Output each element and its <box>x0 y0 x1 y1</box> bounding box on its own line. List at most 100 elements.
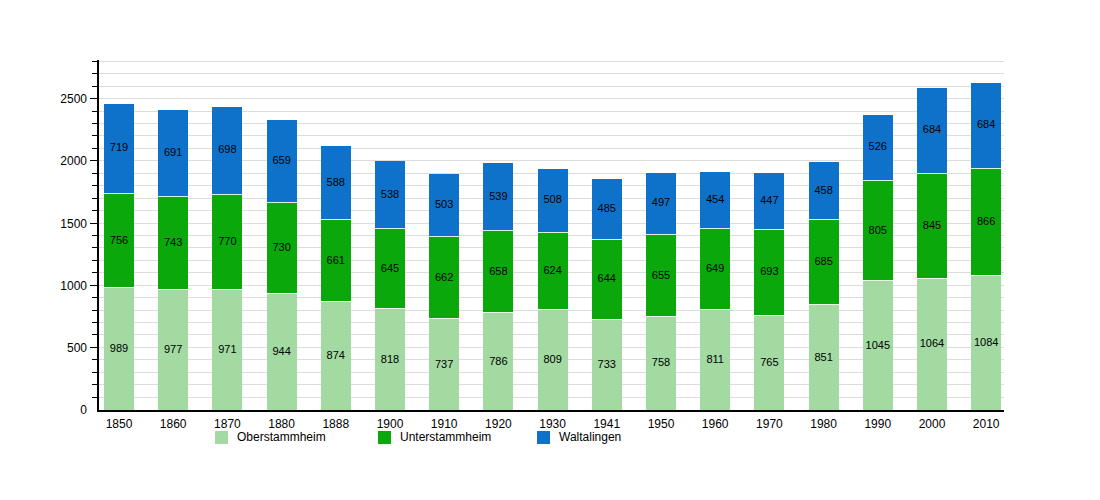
bar-segment-unterstammheim: 756 <box>104 193 134 287</box>
bar-segment-oberstammheim: 765 <box>754 315 784 410</box>
bar-group-1888: 874661588 <box>321 146 351 410</box>
bar-group-2000: 1064 845 684 <box>917 88 947 410</box>
bar-value-label: 684 <box>971 118 1001 130</box>
y-axis-major-tick <box>90 98 97 99</box>
bar-group-1941: 733 644 485 <box>592 179 622 411</box>
bar-value-label: 851 <box>809 351 839 363</box>
bar-value-label: 693 <box>754 265 784 277</box>
bar-value-label: 458 <box>809 184 839 196</box>
y-axis-minor-tick <box>92 111 97 112</box>
bar-segment-oberstammheim: 1064 <box>917 278 947 410</box>
bar-value-label: 645 <box>375 262 405 274</box>
bar-segment-oberstammheim: 809 <box>538 309 568 410</box>
bar-value-label: 526 <box>863 140 893 152</box>
bar-group-1880: 944730 659 <box>267 120 297 410</box>
bar-segment-unterstammheim: 655 <box>646 234 676 315</box>
bar-segment-waltalingen: 503 <box>429 174 459 237</box>
gridline <box>99 73 1004 74</box>
legend-label-oberstammheim: Oberstammheim <box>237 430 326 444</box>
bar-group-2010: 1084866684 <box>971 83 1001 410</box>
bar-value-label: 989 <box>104 342 134 354</box>
bar-value-label: 659 <box>267 154 297 166</box>
bar-value-label: 971 <box>212 343 242 355</box>
bar-segment-unterstammheim: 730 <box>267 202 297 293</box>
y-axis-major-tick <box>90 285 97 286</box>
bar-value-label: 508 <box>538 193 568 205</box>
y-axis-minor-tick <box>92 173 97 174</box>
bar-segment-unterstammheim: 661 <box>321 219 351 301</box>
bar-segment-waltalingen: 698 <box>212 107 242 194</box>
bar-segment-oberstammheim: 851 <box>809 304 839 410</box>
bar-group-1970: 765693447 <box>754 173 784 410</box>
bar-segment-waltalingen: 508 <box>538 169 568 232</box>
bar-value-label: 758 <box>646 356 676 368</box>
y-axis-minor-tick <box>92 210 97 211</box>
bar-group-1930: 809624508 <box>538 169 568 410</box>
bar-segment-waltalingen: 588 <box>321 146 351 219</box>
y-tick-label: 2000 <box>37 154 87 168</box>
y-axis-minor-tick <box>92 334 97 335</box>
bar-segment-unterstammheim: 770 <box>212 194 242 290</box>
bar-segment-waltalingen: 684 <box>971 83 1001 168</box>
bar-value-label: 538 <box>375 188 405 200</box>
bar-value-label: 649 <box>700 262 730 274</box>
bar-segment-oberstammheim: 786 <box>483 312 513 410</box>
bar-segment-waltalingen: 539 <box>483 163 513 230</box>
bar-value-label: 685 <box>809 255 839 267</box>
bar-value-label: 756 <box>104 234 134 246</box>
y-axis-minor-tick <box>92 123 97 124</box>
bar-group-1910: 737 662503 <box>429 174 459 410</box>
bar-segment-waltalingen: 458 <box>809 162 839 219</box>
legend-item-waltalingen: Waltalingen <box>537 428 621 446</box>
bar-group-1870: 971 770698 <box>212 107 242 410</box>
y-axis-minor-tick <box>92 235 97 236</box>
bar-group-1920: 786658539 <box>483 163 513 410</box>
bar-value-label: 786 <box>483 355 513 367</box>
y-tick-label: 500 <box>37 341 87 355</box>
bar-segment-unterstammheim: 662 <box>429 236 459 318</box>
bar-value-label: 737 <box>429 358 459 370</box>
gridline <box>99 61 1004 62</box>
bar-value-label: 539 <box>483 190 513 202</box>
y-tick-label: 1500 <box>37 217 87 231</box>
bar-value-label: 497 <box>646 196 676 208</box>
y-axis-minor-tick <box>92 61 97 62</box>
bar-segment-unterstammheim: 805 <box>863 180 893 280</box>
bar-segment-waltalingen: 691 <box>158 110 188 196</box>
y-tick-label: 2500 <box>37 92 87 106</box>
bar-segment-unterstammheim: 649 <box>700 228 730 309</box>
bar-segment-unterstammheim: 644 <box>592 239 622 319</box>
bar-value-label: 655 <box>646 269 676 281</box>
bar-value-label: 765 <box>754 356 784 368</box>
bar-segment-waltalingen: 684 <box>917 88 947 173</box>
legend: Oberstammheim Unterstammheim Waltalingen <box>0 428 1100 448</box>
bar-value-label: 805 <box>863 224 893 236</box>
bar-value-label: 719 <box>104 141 134 153</box>
bar-value-label: 1084 <box>971 336 1001 348</box>
y-axis-major-tick <box>90 160 97 161</box>
y-axis-minor-tick <box>92 272 97 273</box>
bar-value-label: 588 <box>321 176 351 188</box>
bar-value-label: 1064 <box>917 337 947 349</box>
legend-item-unterstammheim: Unterstammheim <box>378 428 491 446</box>
bar-group-1900: 818 645 538 <box>375 161 405 410</box>
bar-segment-oberstammheim: 733 <box>592 319 622 410</box>
bar-value-label: 644 <box>592 272 622 284</box>
y-tick-label: 0 <box>37 403 87 417</box>
bar-segment-oberstammheim: 818 <box>375 308 405 410</box>
bar-segment-waltalingen: 485 <box>592 179 622 239</box>
bar-segment-oberstammheim: 944 <box>267 293 297 410</box>
y-axis-minor-tick <box>92 384 97 385</box>
bar-value-label: 684 <box>917 123 947 135</box>
y-axis-minor-tick <box>92 135 97 136</box>
bar-value-label: 661 <box>321 254 351 266</box>
y-axis-minor-tick <box>92 198 97 199</box>
bar-segment-waltalingen: 454 <box>700 172 730 228</box>
plot-area: 0500100015002000250098975671918509777436… <box>97 60 1004 412</box>
bar-segment-waltalingen: 526 <box>863 115 893 180</box>
bar-value-label: 845 <box>917 219 947 231</box>
y-axis-minor-tick <box>92 247 97 248</box>
bar-value-label: 809 <box>538 353 568 365</box>
legend-label-waltalingen: Waltalingen <box>559 430 621 444</box>
bar-segment-waltalingen: 659 <box>267 120 297 202</box>
